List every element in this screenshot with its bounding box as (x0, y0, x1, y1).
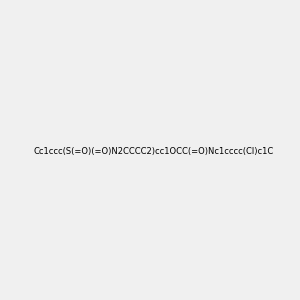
Text: Cc1ccc(S(=O)(=O)N2CCCC2)cc1OCC(=O)Nc1cccc(Cl)c1C: Cc1ccc(S(=O)(=O)N2CCCC2)cc1OCC(=O)Nc1ccc… (34, 147, 274, 156)
